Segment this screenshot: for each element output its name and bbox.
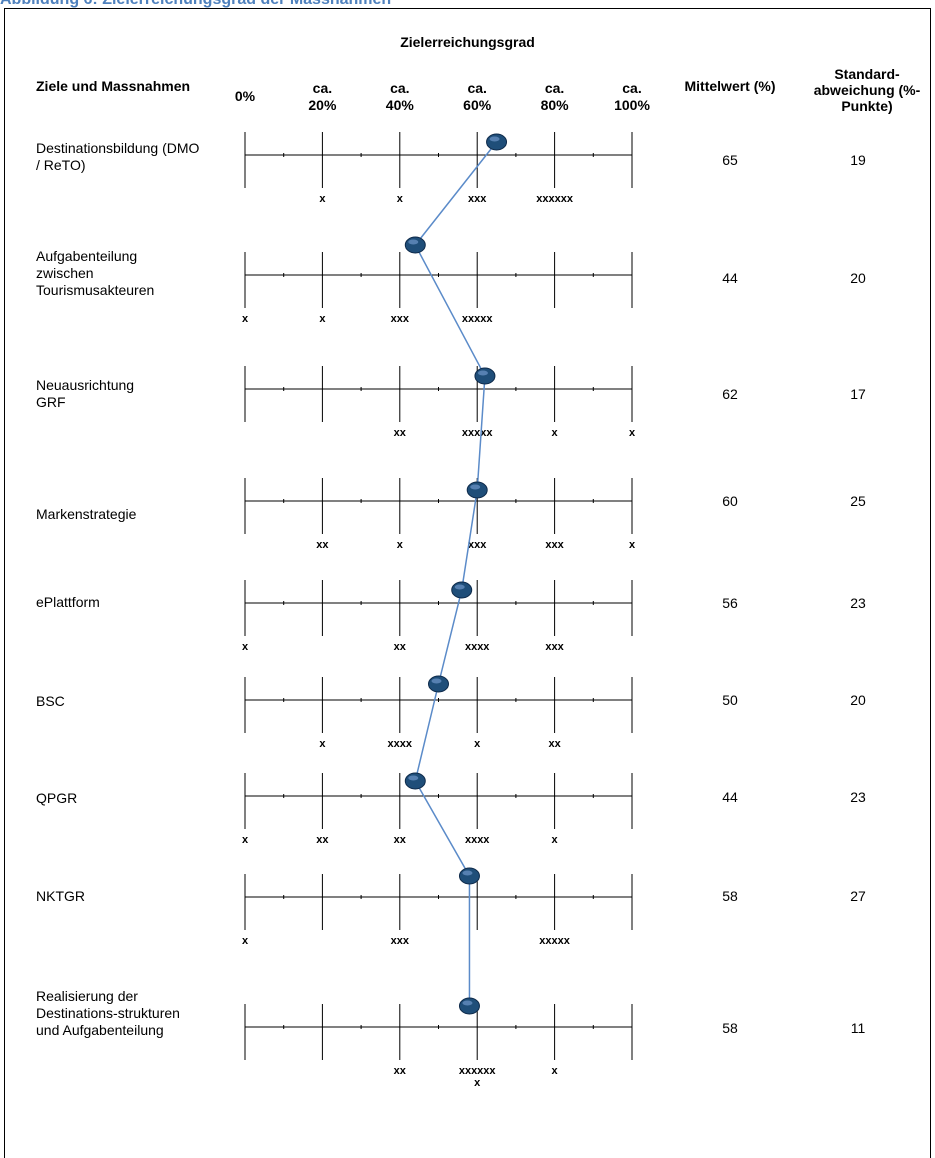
- row-mean-value: 58: [722, 888, 738, 904]
- mean-marker-highlight: [462, 1000, 473, 1006]
- mean-marker: [404, 236, 426, 254]
- mean-marker: [474, 367, 496, 385]
- frequency-mark: x: [242, 641, 249, 653]
- row-mean-value: 58: [722, 1020, 738, 1036]
- mean-marker: [486, 133, 508, 151]
- frequency-mark: xxx: [545, 641, 564, 653]
- row-std-value: 23: [850, 595, 866, 611]
- frequency-mark: x: [319, 313, 326, 325]
- scale-label: ca. 40%: [385, 80, 414, 113]
- frequency-mark: xxxxx: [462, 427, 493, 439]
- frequency-mark: x: [474, 1077, 481, 1089]
- frequency-mark: x: [474, 738, 481, 750]
- frequency-mark: xx: [316, 834, 329, 846]
- row-mean-value: 44: [722, 789, 738, 805]
- frequency-mark: xxx: [468, 193, 487, 205]
- mean-marker: [404, 772, 426, 790]
- mean-marker-highlight: [489, 136, 500, 142]
- mean-marker-highlight: [408, 775, 419, 781]
- row-mean-value: 65: [722, 152, 738, 168]
- row-label: Aufgabenteilung zwischen Tourismusakteur…: [36, 248, 155, 298]
- frequency-mark: xx: [548, 738, 561, 750]
- mean-marker: [458, 867, 480, 885]
- frequency-mark: xx: [394, 427, 407, 439]
- scale-label: ca. 100%: [614, 80, 650, 113]
- mean-marker-highlight: [470, 484, 481, 490]
- row-mean-value: 62: [722, 386, 738, 402]
- row-label: Neuausrichtung GRF: [36, 377, 135, 410]
- mean-marker-highlight: [431, 678, 442, 684]
- mean-marker: [458, 997, 480, 1015]
- scale-label: 0%: [234, 88, 256, 104]
- scale-label: ca. 80%: [540, 80, 569, 113]
- frequency-mark: xx: [394, 834, 407, 846]
- row-std-value: 27: [850, 888, 866, 904]
- frequency-mark: x: [242, 935, 249, 947]
- mean-connector-line: [414, 141, 498, 1006]
- chart-title: Zielerreichungsgrad: [400, 34, 535, 50]
- frequency-mark: xxxx: [465, 834, 490, 846]
- row-label: ePlattform: [36, 594, 100, 610]
- row-std-value: 19: [850, 152, 866, 168]
- row-std-value: 23: [850, 789, 866, 805]
- row-mean-value: 44: [722, 270, 738, 286]
- frequency-mark: x: [629, 539, 636, 551]
- frequency-mark: xx: [316, 539, 329, 551]
- mean-marker-highlight: [454, 584, 465, 590]
- frequency-mark: x: [552, 1065, 559, 1077]
- frequency-mark: xxx: [468, 539, 487, 551]
- frequency-mark: x: [397, 193, 404, 205]
- frequency-mark: xxx: [391, 313, 410, 325]
- mean-marker: [466, 481, 488, 499]
- scale-label: ca. 20%: [308, 80, 337, 113]
- mean-marker-highlight: [408, 239, 419, 245]
- frequency-mark: xxx: [545, 539, 564, 551]
- frequency-mark: xxxxxx: [459, 1065, 497, 1077]
- row-mean-value: 60: [722, 493, 738, 509]
- row-std-value: 17: [850, 386, 866, 402]
- frequency-mark: x: [319, 738, 326, 750]
- figure-frame: [4, 8, 931, 1158]
- row-label: Destinationsbildung (DMO / ReTO): [36, 140, 200, 173]
- figure-title: Abbildung 6: Zielerreichungsgrad der Mas…: [0, 0, 391, 9]
- frequency-mark: x: [552, 427, 559, 439]
- scale-label: ca. 60%: [463, 80, 492, 113]
- frequency-mark: x: [629, 427, 636, 439]
- frequency-mark: x: [242, 834, 249, 846]
- frequency-mark: x: [242, 313, 249, 325]
- row-label: QPGR: [36, 790, 78, 806]
- frequency-mark: xxxxx: [539, 935, 570, 947]
- row-label: BSC: [36, 693, 65, 709]
- row-mean-value: 56: [722, 595, 738, 611]
- row-label: Markenstrategie: [36, 506, 137, 522]
- header-mean: Mittelwert (%): [684, 78, 776, 94]
- mean-marker-highlight: [462, 870, 473, 876]
- row-label: NKTGR: [36, 888, 85, 904]
- mean-marker: [451, 581, 473, 599]
- frequency-mark: x: [552, 834, 559, 846]
- row-mean-value: 50: [722, 692, 738, 708]
- frequency-mark: xx: [394, 1065, 407, 1077]
- mean-marker-highlight: [477, 370, 488, 376]
- frequency-mark: xxxx: [465, 641, 490, 653]
- mean-marker: [428, 675, 449, 693]
- row-std-value: 25: [850, 493, 866, 509]
- frequency-mark: x: [397, 539, 404, 551]
- row-std-value: 20: [850, 692, 866, 708]
- frequency-mark: xxxxxx: [536, 193, 574, 205]
- row-std-value: 20: [850, 270, 866, 286]
- frequency-mark: xxxx: [388, 738, 413, 750]
- header-std: Standard-abweichung (%-Punkte): [813, 66, 921, 114]
- row-std-value: 11: [850, 1020, 866, 1036]
- row-label: Realisierung der Destinations-strukturen…: [36, 988, 180, 1038]
- frequency-mark: x: [319, 193, 326, 205]
- frequency-mark: xxx: [391, 935, 410, 947]
- frequency-mark: xx: [394, 641, 407, 653]
- header-goals: Ziele und Massnahmen: [36, 78, 191, 94]
- frequency-mark: xxxxx: [462, 313, 493, 325]
